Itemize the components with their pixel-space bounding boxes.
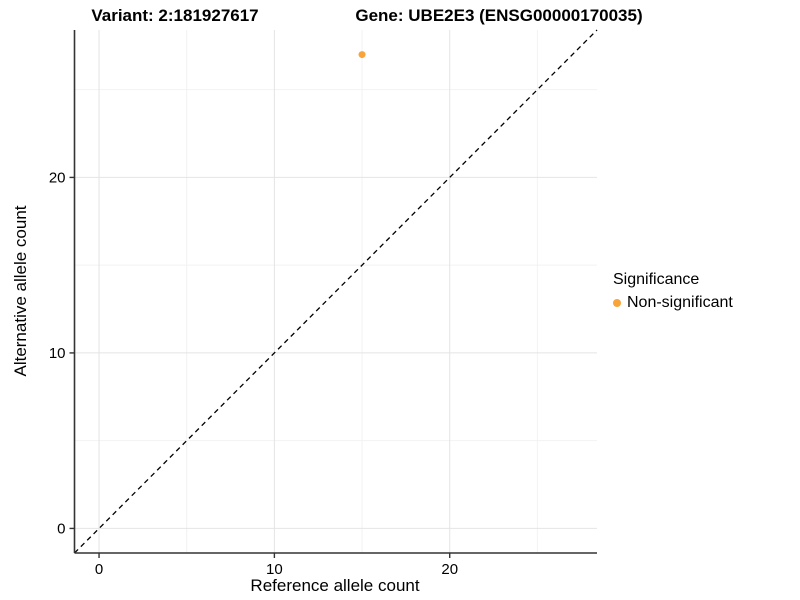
identity-line (74, 29, 598, 554)
y-tick-label: 20 (49, 169, 66, 186)
plot-title-variant: Variant: 2:181927617 (91, 6, 259, 25)
x-tick-label: 20 (441, 561, 458, 578)
legend-items: Non-significant (613, 294, 733, 312)
legend-title: Significance (613, 271, 700, 288)
y-tick-label: 0 (57, 520, 65, 537)
data-point (358, 51, 366, 59)
x-axis-title: Reference allele count (250, 576, 420, 595)
y-tick-label: 10 (49, 345, 66, 362)
x-tick-label: 10 (266, 561, 283, 578)
legend-item-label: Non-significant (627, 294, 733, 311)
legend-key-dot-icon (613, 299, 621, 307)
legend-item: Non-significant (613, 294, 733, 312)
x-tick-label: 0 (95, 561, 103, 578)
plot-title-gene: Gene: UBE2E3 (ENSG00000170035) (355, 6, 643, 25)
y-axis-title: Alternative allele count (11, 205, 30, 377)
legend: Significance Non-significant (613, 271, 733, 312)
